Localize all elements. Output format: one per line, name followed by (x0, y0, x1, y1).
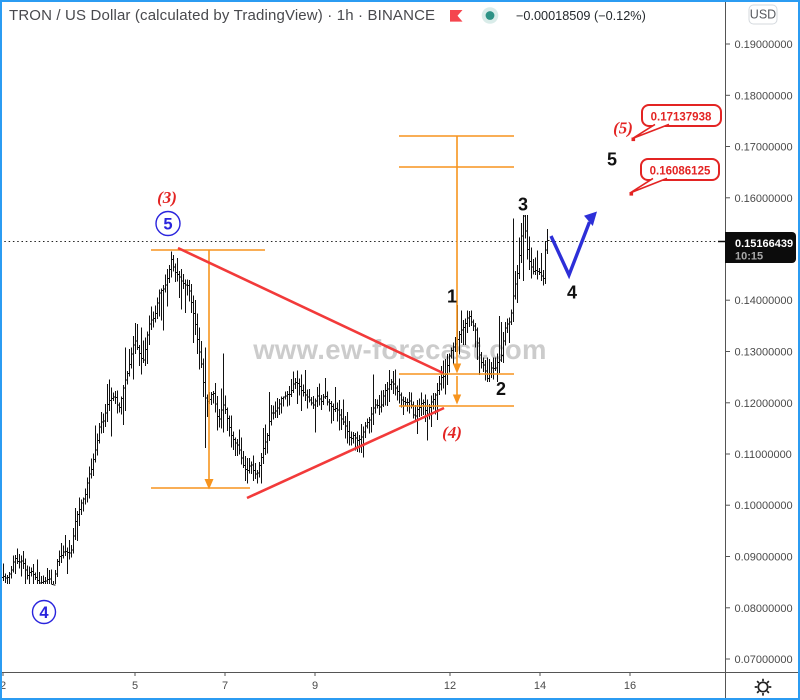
svg-text:TRON / US Dollar (calculated b: TRON / US Dollar (calculated by TradingV… (9, 7, 435, 24)
svg-text:0.10000000: 0.10000000 (735, 500, 793, 512)
svg-text:0.13000000: 0.13000000 (735, 347, 793, 359)
svg-text:0.12000000: 0.12000000 (735, 398, 793, 410)
svg-text:9: 9 (312, 680, 318, 692)
svg-text:7: 7 (222, 680, 228, 692)
svg-text:0.11000000: 0.11000000 (735, 449, 792, 461)
svg-text:1: 1 (447, 287, 457, 307)
svg-text:0.17000000: 0.17000000 (735, 142, 793, 154)
svg-text:0.09000000: 0.09000000 (735, 552, 793, 564)
svg-text:4: 4 (39, 604, 49, 622)
svg-text:0.14000000: 0.14000000 (735, 295, 793, 307)
svg-text:2: 2 (0, 680, 6, 692)
svg-text:2: 2 (496, 379, 506, 399)
svg-text:5: 5 (132, 680, 138, 692)
svg-text:0.16086125: 0.16086125 (650, 166, 711, 178)
svg-text:(5): (5) (613, 119, 633, 138)
svg-text:10:15: 10:15 (735, 251, 763, 263)
svg-text:−0.00018509 (−0.12%): −0.00018509 (−0.12%) (516, 9, 646, 23)
svg-text:5: 5 (163, 216, 172, 234)
svg-text:3: 3 (518, 195, 528, 215)
svg-text:(4): (4) (442, 423, 462, 442)
svg-text:4: 4 (567, 283, 577, 303)
svg-text:0.16000000: 0.16000000 (735, 193, 793, 205)
svg-text:www.ew-forecast.com: www.ew-forecast.com (252, 334, 547, 365)
svg-text:12: 12 (444, 680, 456, 692)
svg-text:5: 5 (607, 150, 617, 170)
svg-text:0.19000000: 0.19000000 (735, 39, 793, 51)
svg-text:16: 16 (624, 680, 636, 692)
svg-text:(3): (3) (157, 188, 177, 207)
svg-text:0.17137938: 0.17137938 (651, 112, 712, 124)
svg-text:14: 14 (534, 680, 546, 692)
svg-text:0.07000000: 0.07000000 (735, 654, 793, 666)
svg-text:0.08000000: 0.08000000 (735, 603, 793, 615)
svg-text:0.18000000: 0.18000000 (735, 90, 793, 102)
svg-text:USD: USD (750, 8, 776, 22)
svg-text:0.15166439: 0.15166439 (735, 238, 793, 250)
